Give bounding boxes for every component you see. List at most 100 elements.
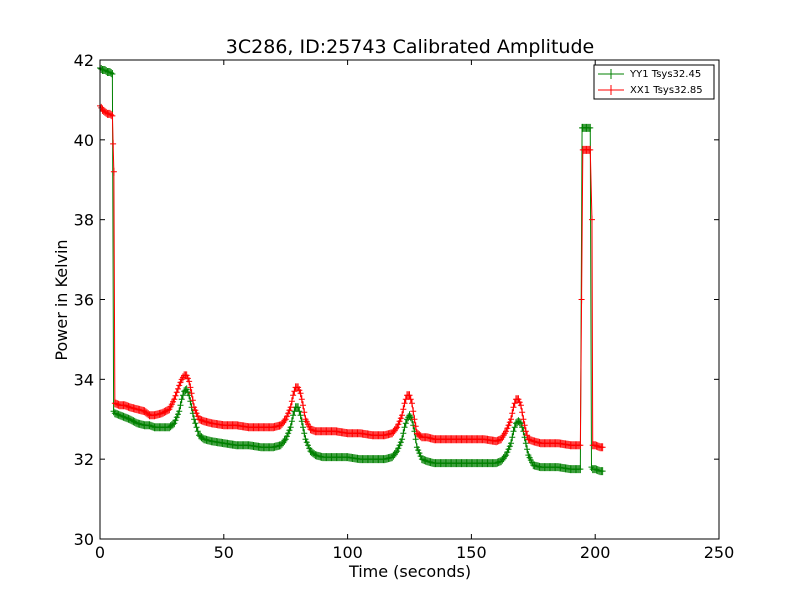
- data-point: [599, 443, 606, 452]
- data-point: [412, 422, 419, 431]
- data-point: [187, 383, 194, 392]
- data-point: [287, 423, 294, 432]
- data-point: [300, 423, 307, 432]
- data-point: [524, 445, 531, 454]
- data-layer: [97, 63, 606, 476]
- data-point: [297, 389, 304, 398]
- data-point: [288, 397, 295, 406]
- tick-layer: 0 50 100 150 200 250 30 32 34 36 38 40 42: [74, 51, 735, 562]
- data-point: [400, 429, 407, 438]
- x-tick-label: 200: [580, 543, 611, 562]
- data-point: [174, 384, 181, 393]
- data-point: [410, 407, 417, 416]
- y-tick-label: 40: [74, 131, 94, 150]
- data-point: [520, 415, 527, 424]
- data-point: [509, 433, 516, 442]
- data-point: [109, 111, 116, 120]
- x-tick-label: 150: [456, 543, 487, 562]
- data-point: [508, 415, 515, 424]
- data-point: [577, 465, 584, 474]
- data-point: [172, 391, 179, 400]
- data-point: [412, 435, 419, 444]
- data-point: [281, 436, 288, 445]
- data-point: [407, 395, 414, 404]
- data-point: [406, 391, 413, 400]
- x-tick-label: 50: [214, 543, 234, 562]
- data-point: [392, 424, 399, 433]
- y-tick-label: 36: [74, 291, 94, 310]
- x-tick-label: 250: [704, 543, 735, 562]
- data-point: [298, 395, 305, 404]
- chart-title: 3C286, ID:25743 Calibrated Amplitude: [226, 36, 594, 58]
- data-point: [401, 423, 408, 432]
- data-point: [288, 417, 295, 426]
- data-point: [402, 419, 409, 428]
- data-point: [109, 69, 116, 78]
- data-point: [400, 405, 407, 414]
- data-point: [193, 423, 200, 432]
- data-point: [178, 395, 185, 404]
- data-point: [399, 411, 406, 420]
- data-point: [192, 419, 199, 428]
- data-point: [521, 421, 528, 430]
- data-point: [108, 110, 115, 119]
- data-point: [511, 423, 518, 432]
- y-tick-label: 42: [74, 51, 94, 70]
- data-point: [522, 427, 529, 436]
- y-tick-label: 38: [74, 211, 94, 230]
- legend-entry-yy1: YY1 Tsys32.45: [598, 69, 701, 80]
- data-point: [519, 408, 526, 417]
- data-point: [173, 388, 180, 397]
- x-tick-label: 0: [95, 543, 105, 562]
- data-point: [301, 429, 308, 438]
- data-point: [508, 439, 515, 448]
- data-point: [194, 427, 201, 436]
- data-point: [401, 399, 408, 408]
- data-point: [501, 429, 508, 438]
- data-point: [516, 418, 523, 427]
- series-0: [97, 63, 606, 476]
- data-point: [599, 467, 606, 476]
- legend-label-xx1: XX1 Tsys32.85: [630, 85, 703, 96]
- data-point: [295, 403, 302, 412]
- data-point: [510, 427, 517, 436]
- data-point: [179, 391, 186, 400]
- data-point: [301, 408, 308, 417]
- legend-marker: [607, 85, 615, 95]
- data-point: [177, 401, 184, 410]
- x-axis-label: Time (seconds): [348, 562, 471, 581]
- y-tick-label: 34: [74, 370, 94, 389]
- series-1: [97, 101, 606, 452]
- data-point: [290, 391, 297, 400]
- legend-box: [593, 64, 715, 100]
- data-point: [281, 416, 288, 425]
- data-point: [108, 68, 115, 77]
- data-point: [176, 407, 183, 416]
- data-point: [588, 215, 595, 224]
- y-tick-label: 30: [74, 530, 94, 549]
- data-point: [501, 452, 508, 461]
- data-point: [296, 407, 303, 416]
- data-point: [392, 448, 399, 457]
- data-point: [509, 409, 516, 418]
- data-point: [407, 413, 414, 422]
- data-point: [587, 123, 594, 132]
- data-point: [399, 435, 406, 444]
- data-point: [290, 411, 297, 420]
- data-point: [408, 399, 415, 408]
- data-point: [287, 403, 294, 412]
- y-tick-label: 32: [74, 450, 94, 469]
- data-point: [297, 411, 304, 420]
- data-point: [171, 395, 178, 404]
- data-point: [188, 389, 195, 398]
- data-point: [510, 403, 517, 412]
- data-point: [524, 431, 531, 440]
- x-tick-label: 100: [332, 543, 363, 562]
- data-point: [110, 167, 117, 176]
- data-point: [517, 401, 524, 410]
- data-point: [110, 139, 117, 148]
- data-point: [411, 415, 418, 424]
- data-point: [300, 401, 307, 410]
